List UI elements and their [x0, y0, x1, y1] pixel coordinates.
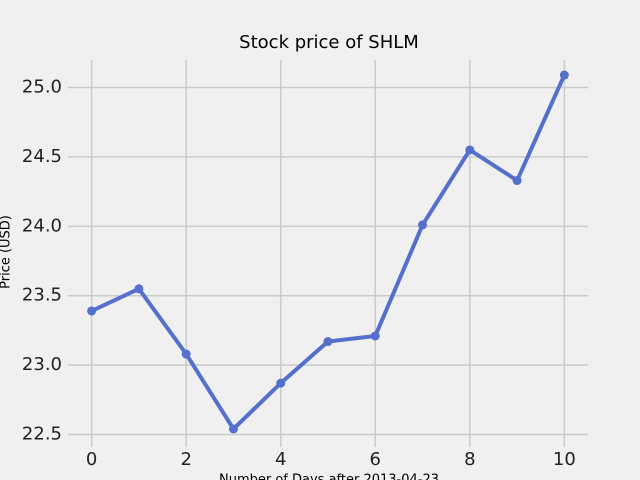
x-tick-label: 6 — [370, 449, 381, 470]
x-tick-label: 2 — [180, 449, 191, 470]
point — [323, 337, 333, 347]
y-tick-label: 24.0 — [22, 215, 62, 236]
y-tick-label: 24.5 — [22, 146, 62, 167]
y-axis-label: Price (USD) — [0, 215, 14, 289]
y-tick-label: 25.0 — [22, 77, 62, 98]
point — [181, 349, 191, 359]
point — [418, 220, 428, 230]
point — [559, 70, 569, 80]
point — [465, 145, 475, 155]
x-axis-label: Number of Days after 2013-04-23 — [219, 473, 439, 480]
chart-title: Stock price of SHLM — [239, 32, 419, 53]
y-tick-label: 23.0 — [22, 354, 62, 375]
y-tick-label: 23.5 — [22, 285, 62, 306]
x-tick-label: 4 — [275, 449, 286, 470]
x-tick-label: 0 — [86, 449, 97, 470]
y-tick-label: 22.5 — [22, 424, 62, 445]
point — [87, 306, 97, 316]
point — [276, 378, 286, 388]
point — [228, 424, 238, 434]
x-tick-label: 10 — [553, 449, 576, 470]
point — [512, 176, 522, 186]
point — [370, 331, 380, 341]
x-tick-label: 8 — [464, 449, 475, 470]
point — [134, 284, 144, 294]
